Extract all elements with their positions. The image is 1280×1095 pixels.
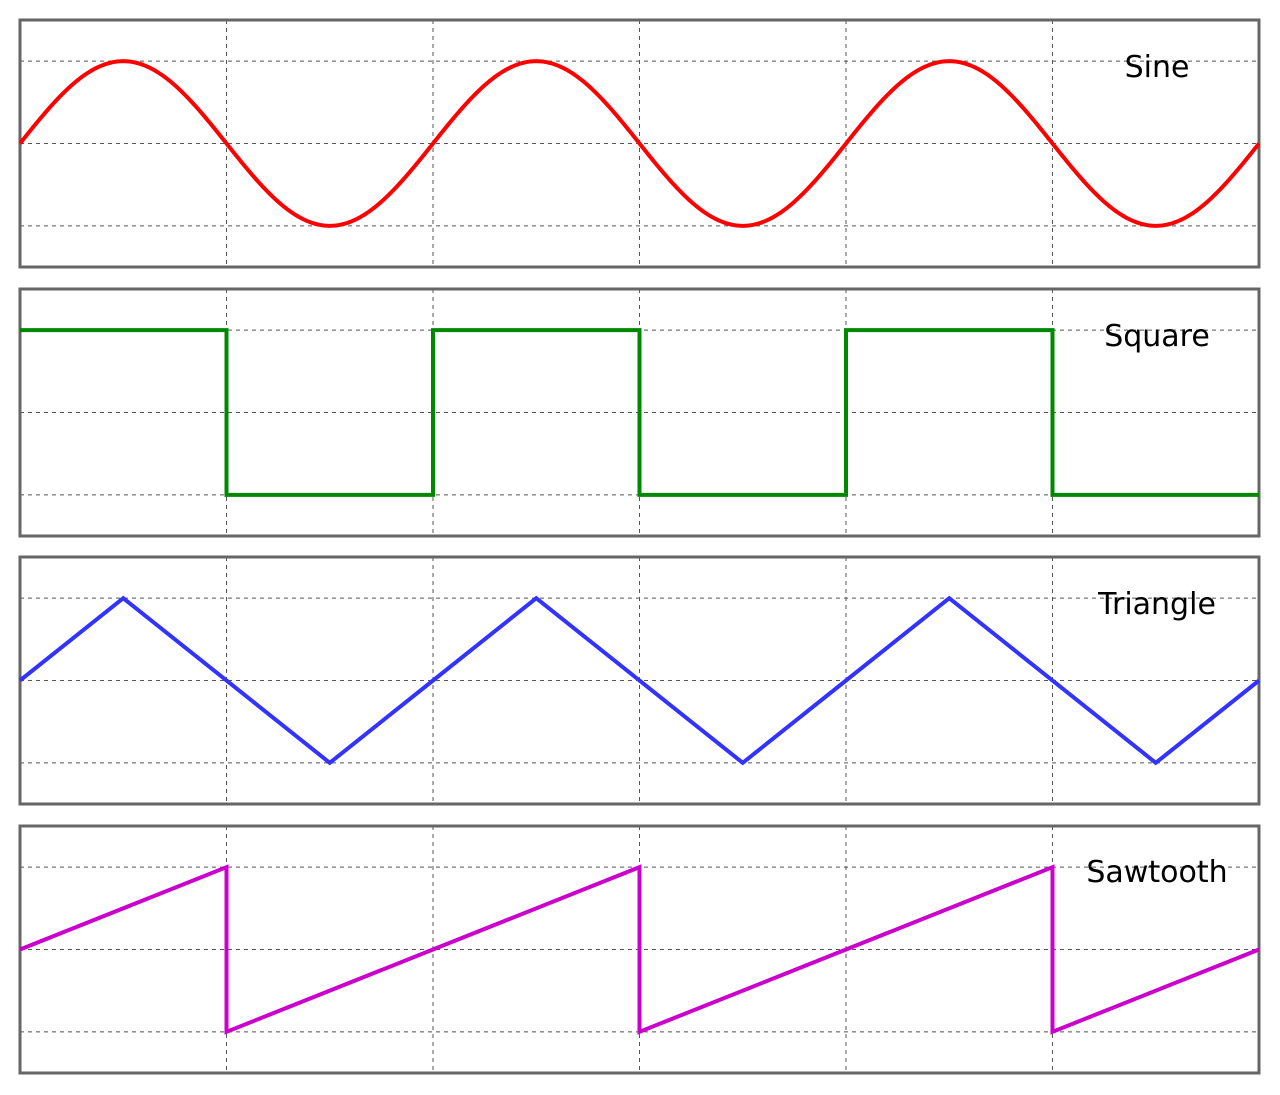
series-line-triangle <box>18 595 1261 766</box>
panel-triangle: Triangle <box>18 555 1261 806</box>
panel-title-square: Square <box>1104 319 1210 354</box>
series-line-square <box>20 328 1259 497</box>
series-line-sawtooth <box>19 864 1260 1035</box>
panel-title-triangle: Triangle <box>1097 587 1216 622</box>
panel-title-sine: Sine <box>1125 50 1190 85</box>
panel-title-sawtooth: Sawtooth <box>1086 855 1227 890</box>
panel-frame <box>18 287 1261 538</box>
panel-square: Square <box>18 287 1261 538</box>
panel-sine: Sine <box>18 18 1261 269</box>
panel-sawtooth: Sawtooth <box>18 824 1261 1075</box>
series-line-sine <box>18 59 1261 228</box>
